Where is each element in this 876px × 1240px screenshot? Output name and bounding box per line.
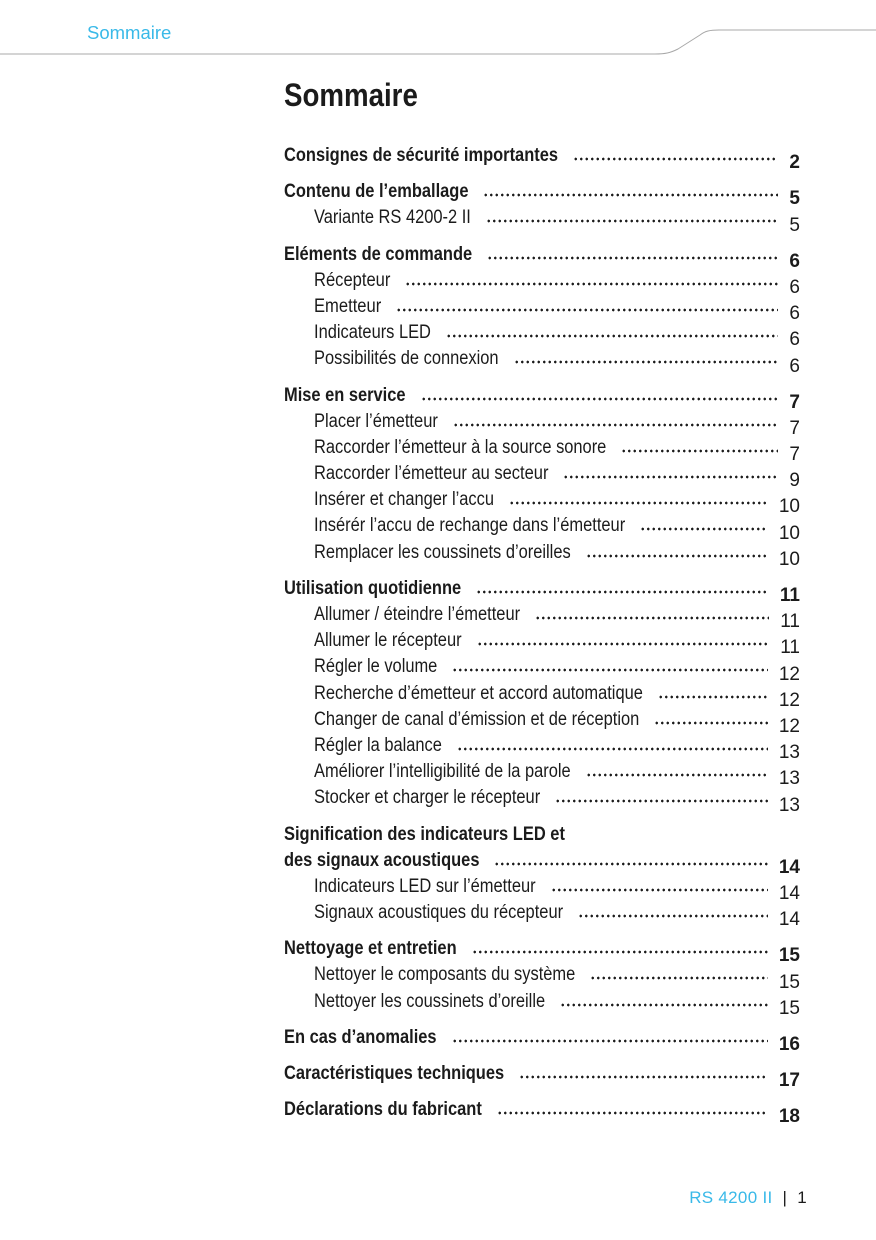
svg-text:Caractéristiques techniques: Caractéristiques techniques [284,1063,504,1084]
svg-text:Consignes de sécurité importan: Consignes de sécurité importantes [284,145,558,166]
svg-text:Stocker et charger le récepteu: Stocker et charger le récepteur [314,787,541,808]
svg-text:Allumer le récepteur: Allumer le récepteur [314,630,462,651]
svg-text:Placer l’émetteur: Placer l’émetteur [314,411,438,432]
svg-text:Variante RS 4200-2 II: Variante RS 4200-2 II [314,207,471,228]
svg-text:Allumer / éteindre l’émetteur: Allumer / éteindre l’émetteur [314,604,521,625]
svg-text:Changer de canal d’émission et: Changer de canal d’émission et de récept… [314,709,639,730]
svg-text:Recherche d’émetteur et accord: Recherche d’émetteur et accord automatiq… [314,683,643,704]
svg-text:Indicateurs LED sur l’émetteur: Indicateurs LED sur l’émetteur [314,876,536,897]
svg-text:Améliorer l’intelligibilité de: Améliorer l’intelligibilité de la parole [314,761,571,782]
svg-text:Possibilités de connexion: Possibilités de connexion [314,348,499,369]
svg-text:Signaux acoustiques du récepte: Signaux acoustiques du récepteur [314,902,564,923]
svg-text:Régler le volume: Régler le volume [314,656,437,677]
svg-text:Nettoyage et entretien: Nettoyage et entretien [284,938,457,959]
svg-text:Emetteur: Emetteur [314,296,382,317]
svg-text:Déclarations du fabricant: Déclarations du fabricant [284,1099,482,1120]
svg-text:Signification des indicateurs: Signification des indicateurs LED et [284,824,566,845]
svg-text:Nettoyer les coussinets d’orei: Nettoyer les coussinets d’oreille [314,991,545,1012]
svg-text:Insérér l’accu de rechange dan: Insérér l’accu de rechange dans l’émette… [314,515,626,536]
svg-text:Raccorder l’émetteur au secteu: Raccorder l’émetteur au secteur [314,463,549,484]
svg-text:Insérer et changer l’accu: Insérer et changer l’accu [314,489,494,510]
svg-text:des signaux acoustiques: des signaux acoustiques [284,850,479,871]
svg-text:Mise en service: Mise en service [284,385,406,406]
svg-text:Régler la balance: Régler la balance [314,735,442,756]
svg-text:Contenu de l’emballage: Contenu de l’emballage [284,181,468,202]
svg-text:Raccorder l’émetteur à la sour: Raccorder l’émetteur à la source sonore [314,437,606,458]
svg-text:Remplacer les coussinets d’ore: Remplacer les coussinets d’oreilles [314,542,571,563]
svg-text:En cas d’anomalies: En cas d’anomalies [284,1027,437,1048]
svg-text:Sommaire: Sommaire [284,77,418,113]
svg-text:Eléments de commande: Eléments de commande [284,244,472,265]
svg-text:Nettoyer le composants du syst: Nettoyer le composants du système [314,964,575,985]
svg-text:Indicateurs LED: Indicateurs LED [314,322,431,343]
svg-text:Utilisation quotidienne: Utilisation quotidienne [284,578,461,599]
svg-text:Récepteur: Récepteur [314,270,391,291]
